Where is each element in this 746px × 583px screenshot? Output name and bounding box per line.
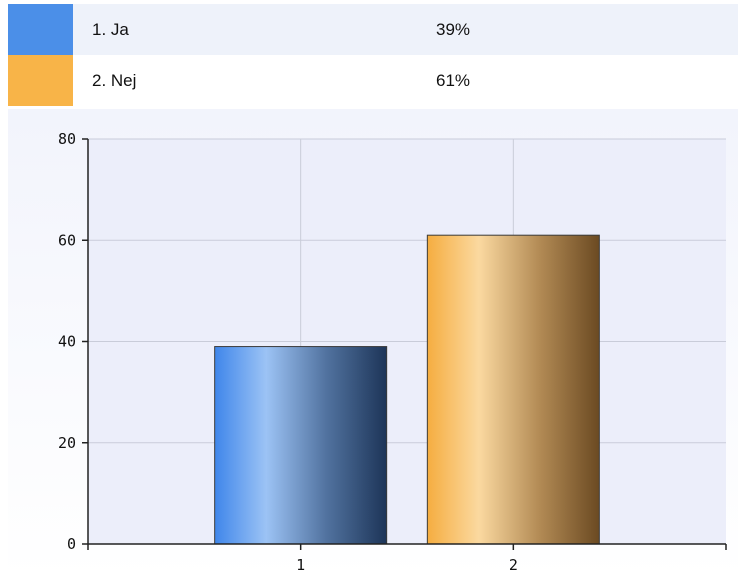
y-tick-label: 0: [67, 535, 76, 553]
y-tick-label: 20: [58, 434, 76, 452]
bars: [214, 234, 600, 545]
legend-label-ja: 1. Ja: [92, 20, 129, 39]
legend-value-ja: 39%: [436, 20, 471, 39]
y-tick-label: 80: [58, 130, 76, 148]
x-tick-label: 1: [296, 556, 305, 574]
bar-1: [214, 346, 388, 545]
legend-row-ja: 1. Ja 39%: [8, 4, 738, 55]
bar-chart: 0 20 40 60 80 1 2: [58, 130, 727, 574]
tick-labels: 0 20 40 60 80 1 2: [58, 130, 518, 574]
chart-area: 0 20 40 60 80 1 2: [8, 109, 738, 579]
bar-2: [426, 234, 600, 545]
legend: 1. Ja 39% 2. Nej 61%: [8, 4, 738, 106]
legend-value-nej: 61%: [436, 71, 471, 90]
legend-label-nej: 2. Nej: [92, 71, 137, 90]
y-tick-label: 40: [58, 333, 76, 351]
gridlines: [88, 138, 726, 545]
legend-row-nej: 2. Nej 61%: [8, 55, 738, 106]
axes: [82, 138, 727, 550]
y-tick-label: 60: [58, 231, 76, 249]
legend-swatch-ja: [8, 4, 73, 55]
legend-swatch-nej: [8, 55, 73, 106]
x-tick-label: 2: [509, 556, 518, 574]
